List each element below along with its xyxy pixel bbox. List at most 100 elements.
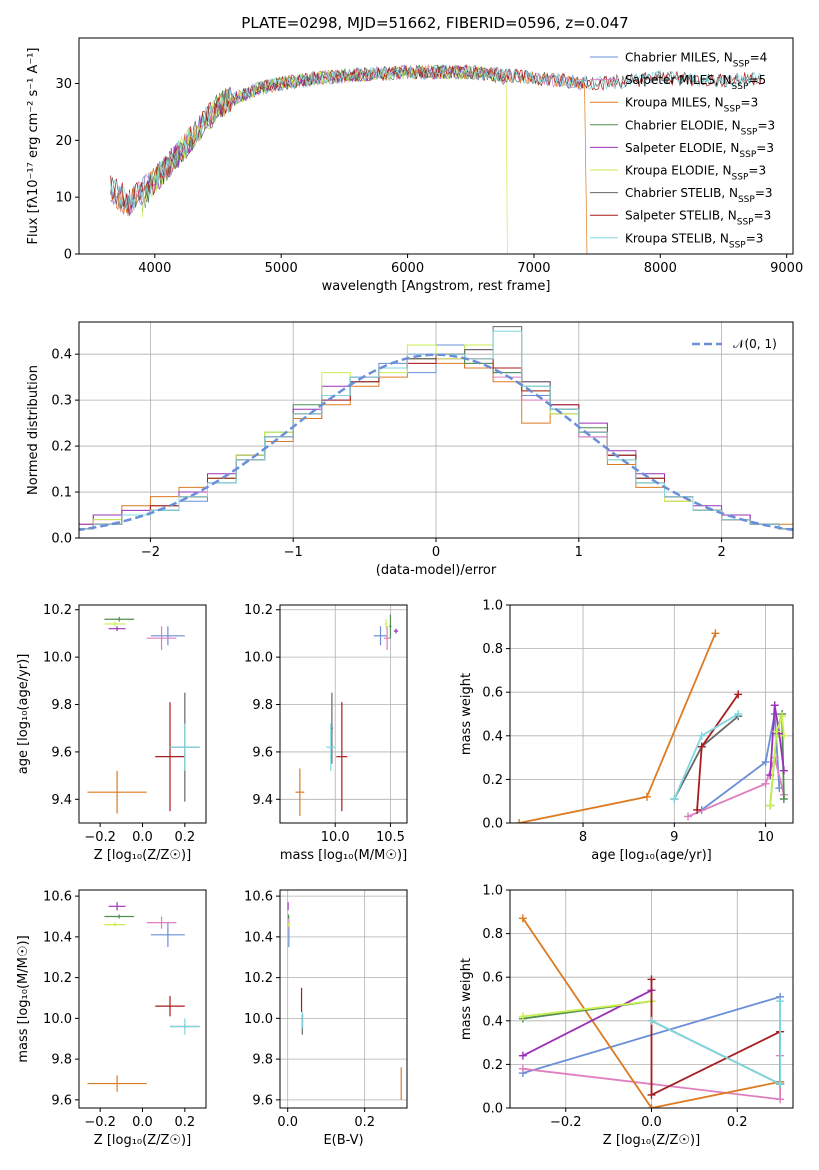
legend-label: Kroupa ELODIE, NSSP=3 — [625, 164, 766, 183]
spectrum-ytick-label: 30 — [55, 77, 72, 92]
spectrum-ytick-label: 10 — [55, 191, 72, 206]
mass-vs-Z-ytick-label: 10.2 — [43, 971, 72, 986]
legend-label: Salpeter MILES, NSSP=5 — [625, 73, 766, 92]
age-vs-Z-plot-area — [87, 616, 200, 814]
age-vs-mass-ytick-label: 9.8 — [252, 698, 273, 713]
age-vs-mass-xtick-label: 10.0 — [321, 830, 350, 845]
mass-weight-vs-Z-frame — [509, 889, 794, 1109]
legend-label: Chabrier ELODIE, NSSP=3 — [625, 118, 775, 137]
mass-weight-vs-Z-ytick-label: 0.6 — [482, 971, 503, 986]
legend-label: Kroupa STELIB, NSSP=3 — [625, 231, 763, 250]
age-vs-mass-axes — [276, 605, 407, 827]
mass-weight-kroupa-stelib-line — [673, 713, 739, 800]
mass-vs-EBV-ytick-label: 10.0 — [244, 1012, 273, 1027]
spectrum-plot-area — [110, 63, 762, 254]
age-vs-mass-ytick-label: 9.6 — [252, 745, 273, 760]
legend-normal-label: 𝒩(0, 1) — [733, 337, 777, 351]
mass-weight-kroupa-miles-line — [518, 632, 717, 823]
spectrum-xtick-label: 5000 — [265, 261, 298, 276]
residuals-ytick-label: 0.4 — [51, 348, 72, 363]
mass-weight-vs-age-axes — [506, 604, 793, 827]
mass-vs-EBV-xtick-label: 0.2 — [354, 1115, 375, 1130]
mass-vs-EBV-frame — [279, 889, 408, 1109]
mass-vs-Z-ytick-label: 10.0 — [43, 1012, 72, 1027]
age-vs-Z-ylabel: age [log₁₀(age/yr)] — [16, 654, 31, 775]
normal-curve — [79, 353, 793, 532]
age-vs-Z-axes — [75, 609, 186, 827]
age-vs-mass-ytick-label: 9.4 — [252, 793, 273, 808]
mass-weight-vs-age-xtick-label: 10 — [757, 830, 774, 845]
age-vs-mass-xtick-label: 10.5 — [376, 830, 405, 845]
mass-weight-salpeter-elodie-line — [522, 989, 652, 1057]
mass-weight-vs-age-ytick-label: 0.8 — [482, 642, 503, 657]
mass-weight-salpeter-stelib-line — [650, 979, 781, 1097]
age-vs-Z-ytick-label: 9.4 — [51, 793, 72, 808]
mass-weight-vs-age-ytick-label: 0.6 — [482, 686, 503, 701]
mass-vs-EBV-ytick-label: 10.4 — [244, 930, 273, 945]
residuals-xtick-label: −2 — [141, 545, 160, 560]
mass-vs-Z-ylabel: mass [log₁₀(M/M☉)] — [16, 935, 31, 1062]
spectrum-series-kroupa-elodie — [141, 65, 508, 254]
residuals-xtick-label: −1 — [284, 545, 303, 560]
age-vs-Z-ytick-label: 10.2 — [43, 603, 72, 618]
mass-vs-EBV-ytick-label: 9.8 — [252, 1053, 273, 1068]
residuals-ylabel: Normed distribution — [26, 365, 41, 495]
mass-weight-vs-Z-ytick-label: 0.4 — [482, 1014, 503, 1029]
mass-weight-kroupa-miles-line — [522, 917, 781, 1108]
mass-weight-vs-age-ytick-label: 1.0 — [482, 599, 503, 614]
residuals-xtick-label: 0 — [432, 545, 440, 560]
mass-vs-EBV-plot-area — [287, 902, 402, 1100]
mass-vs-Z-xtick-label: 0.2 — [174, 1115, 195, 1130]
legend-label: Kroupa MILES, NSSP=3 — [625, 96, 758, 115]
mass-weight-vs-Z-xtick-label: 0.0 — [641, 1115, 662, 1130]
spectrum-xtick-label: 4000 — [138, 261, 171, 276]
legend-label: Salpeter STELIB, NSSP=3 — [625, 209, 771, 228]
residuals-axes — [75, 322, 793, 542]
mass-weight-vs-Z-xtick-label: −0.2 — [550, 1115, 582, 1130]
mass-weight-vs-age-ytick-label: 0.4 — [482, 729, 503, 744]
residuals-ytick-label: 0.3 — [51, 394, 72, 409]
mass-vs-Z-frame — [78, 889, 207, 1109]
mass-vs-Z-xlabel: Z [log₁₀(Z/Z☉)] — [94, 1133, 191, 1148]
mass-weight-vs-Z-ytick-label: 0.0 — [482, 1102, 503, 1117]
mass-weight-vs-Z-xtick-label: 0.2 — [727, 1115, 748, 1130]
mass-vs-Z-xtick-label: 0.0 — [132, 1115, 153, 1130]
age-vs-mass-plot-area — [295, 614, 399, 816]
mass-vs-EBV-ytick-label: 10.6 — [244, 890, 273, 905]
spectrum-xlabel: wavelength [Angstrom, rest frame] — [322, 279, 551, 294]
mass-weight-salpeter-elodie-line — [769, 705, 785, 776]
spectrum-series-chabrier-stelib — [110, 64, 762, 217]
mass-weight-salpeter-stelib-line — [696, 693, 739, 810]
residuals-ytick-label: 0.2 — [51, 440, 72, 455]
spectrum-xtick-label: 7000 — [517, 261, 550, 276]
legend-label: Chabrier MILES, NSSP=4 — [625, 51, 767, 70]
mass-vs-Z-ytick-label: 9.6 — [51, 1093, 72, 1108]
mass-weight-vs-age-ylabel: mass weight — [459, 673, 474, 755]
age-vs-Z-frame — [78, 604, 207, 824]
mass-weight-kroupa-elodie-line — [522, 1000, 652, 1018]
age-vs-Z-xtick-label: 0.2 — [174, 830, 195, 845]
mass-weight-vs-age-xtick-label: 9 — [670, 830, 678, 845]
mass-weight-vs-Z-plot-area — [518, 914, 785, 1108]
residuals-xtick-label: 2 — [717, 545, 725, 560]
mass-weight-vs-age-xlabel: age [log₁₀(age/yr)] — [591, 848, 712, 863]
legend-label: Chabrier STELIB, NSSP=3 — [625, 186, 773, 205]
age-vs-mass-xlabel: mass [log₁₀(M/M☉)] — [280, 848, 407, 863]
spectrum-series-salpeter-miles — [110, 63, 585, 217]
mass-weight-vs-age-xtick-label: 8 — [579, 830, 587, 845]
spectrum-series-chabrier-miles — [110, 63, 585, 215]
spectrum-ytick-label: 0 — [64, 248, 72, 263]
histogram-kroupa-stelib — [79, 330, 793, 530]
residuals-frame — [78, 321, 794, 539]
spectrum-series-salpeter-stelib — [110, 63, 762, 215]
mass-weight-vs-Z-ylabel: mass weight — [459, 958, 474, 1040]
spectrum-xtick-label: 9000 — [770, 261, 803, 276]
spectrum-axes — [75, 82, 788, 258]
mass-weight-kroupa-elodie-line — [769, 715, 785, 806]
mass-weight-vs-Z-ytick-label: 0.8 — [482, 927, 503, 942]
age-vs-Z-ytick-label: 10.0 — [43, 651, 72, 666]
spectrum-xtick-label: 6000 — [391, 261, 424, 276]
mass-weight-vs-age-ytick-label: 0.2 — [482, 773, 503, 788]
age-vs-mass-frame — [279, 604, 408, 824]
